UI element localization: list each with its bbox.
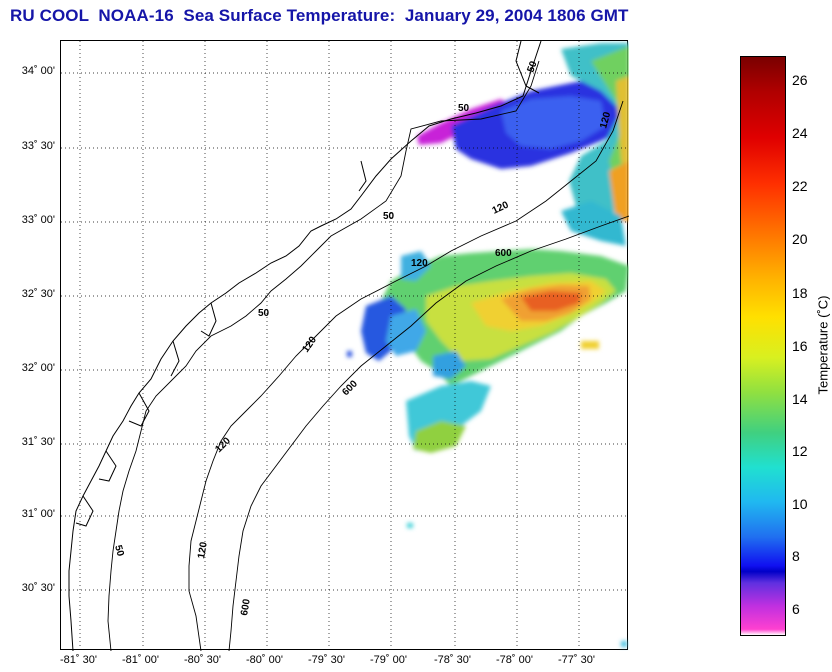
colorbar-tick: 12 [792,443,808,459]
lon-label: -79˚ 00' [370,654,407,666]
isobath-label: 50 [383,211,395,222]
colorbar-label: Temperature (˚C) [815,295,831,395]
lat-label: 32˚ 00' [21,362,55,374]
isobath-label: 600 [495,248,512,259]
colorbar-tick: 10 [792,496,808,512]
colorbar-tick: 20 [792,231,808,247]
map-title: RU COOL NOAA-16 Sea Surface Temperature:… [10,6,629,25]
lon-label: -77˚ 30' [558,654,595,666]
colorbar-tick: 18 [792,285,808,301]
lon-label: -81˚ 00' [122,654,159,666]
lat-label: 30˚ 30' [21,582,55,594]
lat-label: 34˚ 00' [21,65,55,77]
colorbar [740,56,786,636]
isobath-label: 50 [258,308,270,319]
colorbar-tick: 24 [792,125,808,141]
colorbar-tick: 6 [792,601,800,617]
colorbar-tick: 14 [792,391,808,407]
lon-label: -79˚ 30' [308,654,345,666]
isobath-label: 120 [491,200,511,217]
lon-label: -78˚ 00' [496,654,533,666]
isobath-label: 50 [525,59,539,74]
colorbar-tick: 22 [792,178,808,194]
coastline [68,40,542,652]
isobath-label: 120 [411,258,428,269]
sst-data [347,43,629,647]
sst-map-canvas: 50 50 50 50 50 120 120 120 120 120 120 6… [61,40,630,652]
lon-label: -80˚ 00' [246,654,283,666]
grid-lines [61,41,629,651]
lat-label: 33˚ 00' [21,214,55,226]
lon-label: -80˚ 30' [184,654,221,666]
isobath-label: 120 [598,110,613,129]
isobath-label: 50 [112,544,126,558]
colorbar-tick: 16 [792,338,808,354]
sst-map: 50 50 50 50 50 120 120 120 120 120 120 6… [60,40,630,652]
lon-label: -81˚ 30' [60,654,97,666]
lat-label: 33˚ 30' [21,140,55,152]
isobath-label: 50 [458,103,470,114]
isobath-label: 600 [340,378,360,398]
lat-label: 32˚ 30' [21,288,55,300]
isobath-label: 600 [239,598,253,617]
lat-label: 31˚ 30' [21,436,55,448]
colorbar-tick: 8 [792,548,800,564]
colorbar-tick: 26 [792,72,808,88]
lon-label: -78˚ 30' [434,654,471,666]
isobaths [107,60,630,652]
isobath-label: 120 [196,541,210,560]
isobath-label: 120 [300,334,319,354]
lat-label: 31˚ 00' [21,508,55,520]
